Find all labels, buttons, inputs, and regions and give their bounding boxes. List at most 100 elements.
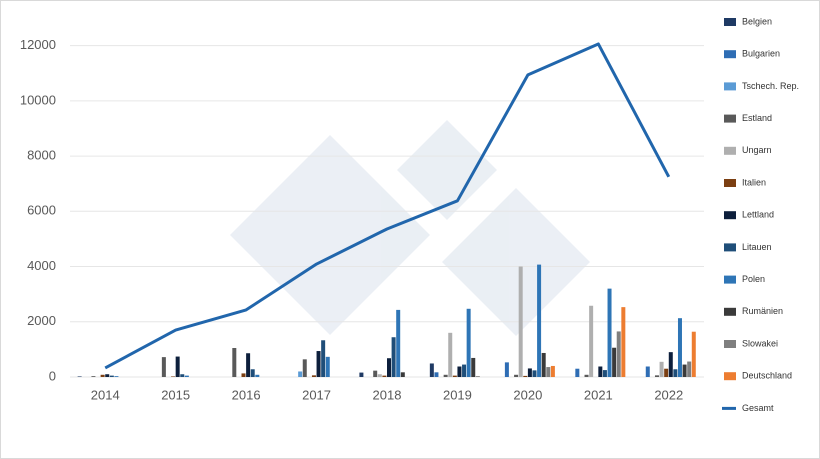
legend-label: Polen: [742, 274, 765, 284]
bar: [645, 366, 650, 377]
legend-label: Estland: [742, 113, 772, 123]
legend-label: Belgien: [742, 16, 772, 26]
bar: [316, 351, 321, 377]
bar: [325, 356, 330, 377]
legend-label: Tschech. Rep.: [742, 81, 799, 91]
bar: [91, 376, 96, 377]
bar: [541, 352, 546, 377]
y-tick-label: 4000: [27, 258, 56, 273]
bar: [612, 347, 617, 377]
x-tick-label: 2014: [91, 387, 120, 402]
y-tick-label: 0: [49, 368, 56, 383]
bar: [575, 368, 580, 377]
bar: [396, 309, 401, 377]
bar: [457, 366, 462, 377]
y-tick-label: 6000: [27, 203, 56, 218]
bar: [687, 361, 692, 377]
bar: [682, 364, 687, 377]
x-tick-label: 2019: [443, 387, 472, 402]
bar: [466, 308, 471, 377]
bar: [550, 365, 555, 377]
bar: [377, 374, 382, 377]
bar: [184, 375, 189, 377]
bar: [302, 359, 307, 377]
bar: [105, 374, 110, 377]
bar: [537, 264, 542, 377]
bar: [429, 363, 434, 377]
y-tick-label: 2000: [27, 313, 56, 328]
legend-swatch: [724, 211, 736, 220]
bar: [311, 375, 316, 377]
bar: [546, 367, 551, 377]
bar: [255, 374, 260, 377]
bar: [400, 372, 405, 377]
legend-label: Ungarn: [742, 145, 772, 155]
bar: [232, 348, 237, 377]
x-tick-label: 2020: [513, 387, 542, 402]
bar: [175, 356, 180, 377]
bar: [532, 370, 537, 377]
bar: [452, 375, 457, 377]
bar: [161, 357, 166, 377]
x-tick-label: 2016: [232, 387, 261, 402]
bar: [443, 374, 448, 377]
bar: [616, 331, 621, 377]
bar: [171, 376, 176, 377]
legend-swatch: [724, 340, 736, 348]
legend-swatch: [724, 82, 736, 91]
bar: [382, 375, 387, 377]
bar: [523, 375, 528, 377]
bar: [504, 362, 509, 377]
bar: [475, 376, 480, 377]
bar: [691, 331, 696, 377]
bar: [527, 368, 532, 377]
bar: [677, 318, 682, 377]
bar: [359, 372, 364, 377]
bar: [514, 374, 519, 377]
legend-label: Italien: [742, 177, 766, 187]
bar: [298, 371, 303, 377]
bar: [621, 307, 626, 377]
legend-swatch: [724, 179, 736, 187]
bar: [114, 376, 119, 377]
bar: [462, 364, 467, 377]
bar: [668, 352, 673, 377]
bar: [584, 374, 589, 377]
line: [104, 42, 671, 370]
x-tick-label: 2015: [161, 387, 190, 402]
bar: [518, 266, 523, 377]
bar: [659, 361, 664, 377]
legend-swatch: [724, 372, 736, 381]
y-tick-label: 10000: [20, 92, 56, 107]
bar: [109, 375, 114, 377]
bar: [598, 366, 603, 377]
bar: [673, 369, 678, 377]
legend-swatch: [724, 50, 736, 59]
bar: [654, 375, 659, 377]
legend-swatch: [724, 114, 736, 123]
bar: [100, 374, 105, 377]
bar: [180, 374, 185, 377]
bar: [373, 370, 378, 377]
legend-swatch: [724, 18, 736, 26]
legend-swatch: [724, 243, 736, 252]
watermark: [230, 120, 590, 336]
legend-label: Lettland: [742, 210, 774, 220]
x-tick-label: 2017: [302, 387, 331, 402]
legend-swatch: [724, 275, 736, 284]
y-tick-label: 8000: [27, 148, 56, 163]
legend-label: Rumänien: [742, 306, 783, 316]
legend-label: Bulgarien: [742, 49, 780, 59]
bar: [250, 369, 255, 377]
bar: [241, 373, 246, 377]
bar: [246, 353, 251, 377]
legend-swatch: [724, 307, 736, 316]
x-tick-label: 2021: [584, 387, 613, 402]
bar: [602, 370, 607, 377]
bar: [607, 288, 612, 377]
bar: [321, 340, 326, 377]
legend-label: Slowakei: [742, 338, 778, 348]
x-tick-label: 2022: [654, 387, 683, 402]
